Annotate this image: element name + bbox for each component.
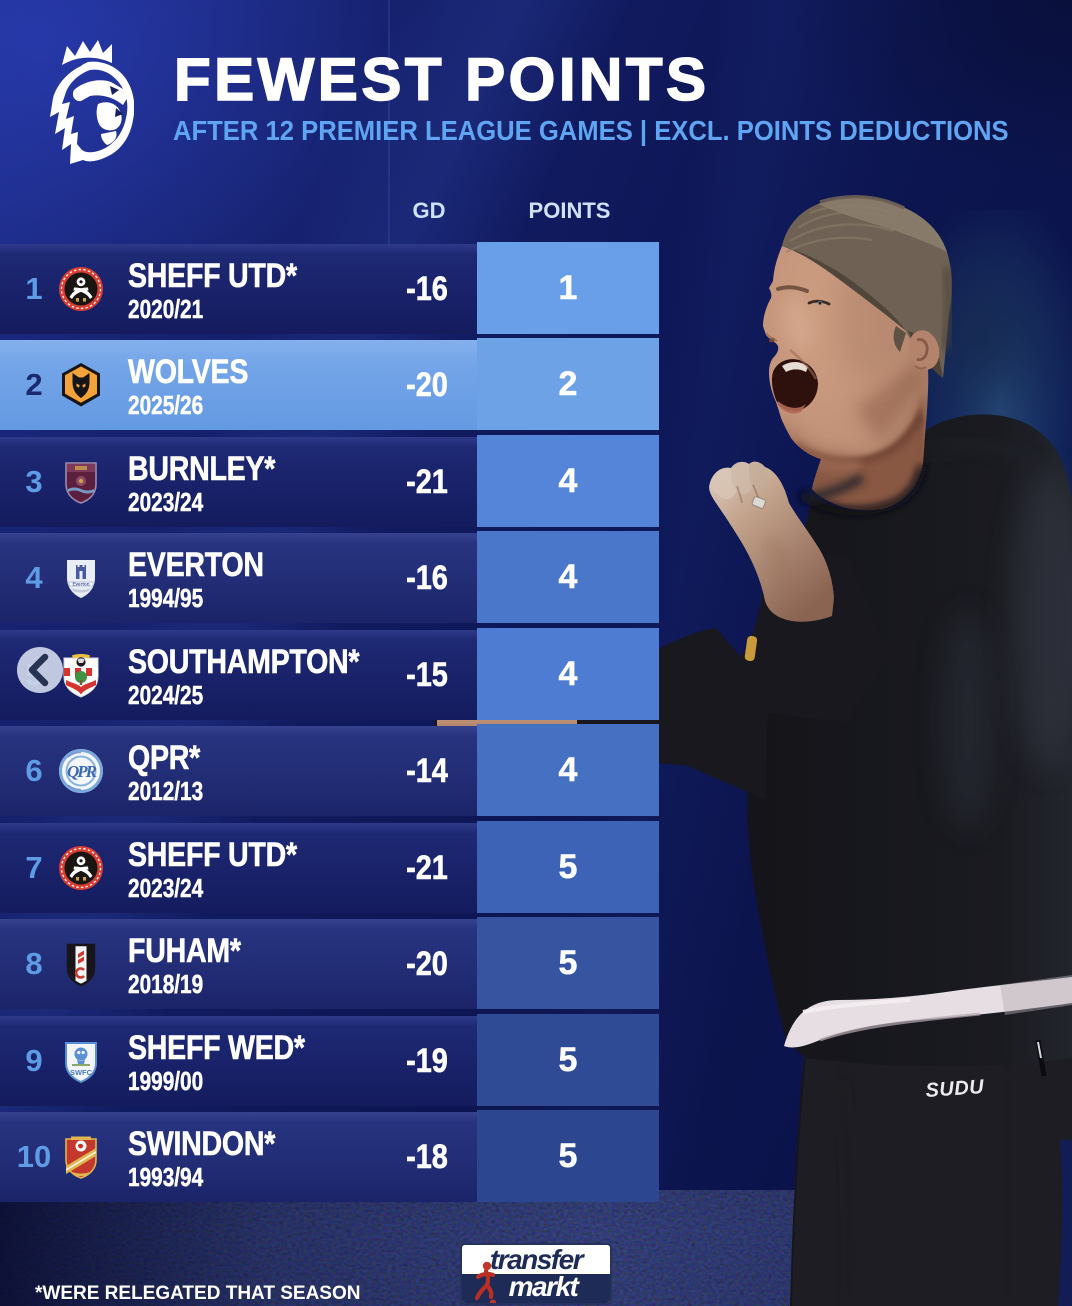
svg-text:QPR: QPR: [67, 762, 97, 781]
svg-text:SUDU: SUDU: [925, 1076, 985, 1102]
svg-text:SWFC: SWFC: [70, 1068, 93, 1077]
svg-text:Everton: Everton: [72, 581, 89, 586]
